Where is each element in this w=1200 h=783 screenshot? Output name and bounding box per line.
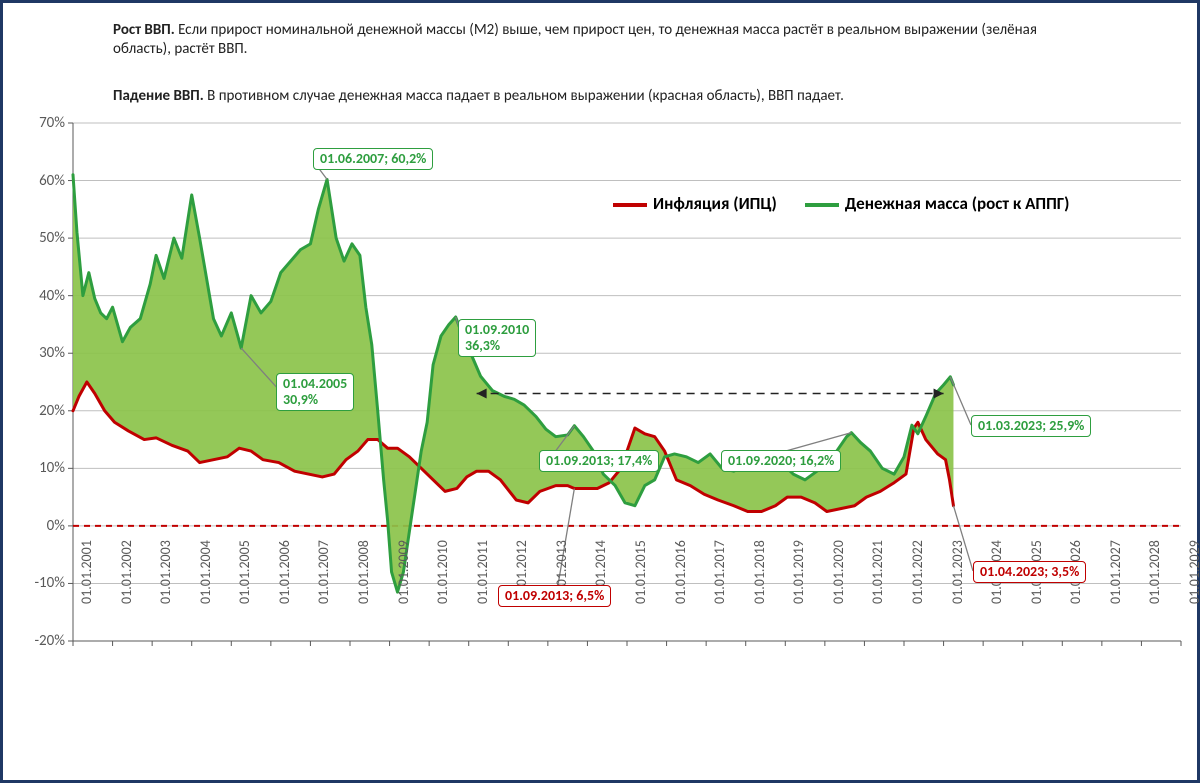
chart-frame: Рост ВВП. Если прирост номинальной денеж… (0, 0, 1200, 783)
y-tick-label: 0% (19, 517, 65, 535)
callout-c2023g: 01.03.2023; 25,9% (971, 415, 1091, 437)
x-tick-label: 01.01.2006 (276, 540, 293, 604)
x-tick-label: 01.01.2002 (118, 540, 135, 604)
y-tick-label: 20% (19, 402, 65, 420)
callout-c2005: 01.04.200530,9% (276, 373, 354, 411)
x-tick-label: 01.01.2010 (434, 540, 451, 604)
x-tick-label: 01.01.2001 (78, 540, 95, 604)
callout-c2023r: 01.04.2023; 3,5% (973, 561, 1086, 583)
x-tick-label: 01.01.2008 (355, 540, 372, 604)
x-tick-label: 01.01.2004 (197, 540, 214, 604)
x-tick-label: 01.01.2021 (869, 540, 886, 604)
x-tick-label: 01.01.2020 (830, 540, 847, 604)
y-tick-label: 70% (19, 114, 65, 132)
x-tick-label: 01.01.2023 (949, 540, 966, 604)
callout-c2007: 01.06.2007; 60,2% (313, 148, 433, 170)
x-tick-label: 01.01.2015 (632, 540, 649, 604)
callout-c2013g: 01.09.2013; 17,4% (539, 450, 659, 472)
x-tick-label: 01.01.2003 (157, 540, 174, 604)
x-tick-label: 01.01.2007 (315, 540, 332, 604)
y-tick-label: 30% (19, 344, 65, 362)
y-tick-label: 50% (19, 229, 65, 247)
x-tick-label: 01.01.2009 (395, 540, 412, 604)
callout-c2013r: 01.09.2013; 6,5% (498, 585, 611, 607)
x-tick-label: 01.01.2029 (1186, 540, 1200, 604)
x-tick-label: 01.01.2018 (751, 540, 768, 604)
x-tick-label: 01.01.2017 (711, 540, 728, 604)
callout-c2010: 01.09.201036,3% (458, 319, 536, 357)
y-tick-label: -20% (19, 632, 65, 650)
y-tick-label: 60% (19, 172, 65, 190)
y-tick-label: 10% (19, 459, 65, 477)
chart-plot (3, 3, 1197, 780)
y-tick-label: -10% (19, 574, 65, 592)
x-tick-label: 01.01.2019 (790, 540, 807, 604)
x-tick-label: 01.01.2016 (672, 540, 689, 604)
x-tick-label: 01.01.2011 (474, 540, 491, 604)
x-tick-label: 01.01.2027 (1107, 540, 1124, 604)
y-tick-label: 40% (19, 287, 65, 305)
x-tick-label: 01.01.2022 (909, 540, 926, 604)
callout-c2020: 01.09.2020; 16,2% (721, 450, 841, 472)
x-tick-label: 01.01.2028 (1146, 540, 1163, 604)
x-tick-label: 01.01.2005 (236, 540, 253, 604)
